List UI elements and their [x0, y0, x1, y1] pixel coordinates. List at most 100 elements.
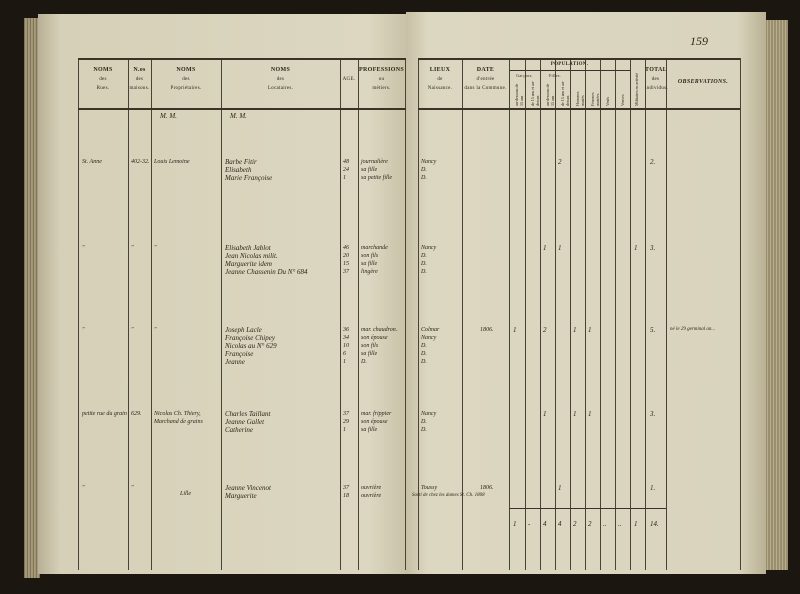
tenant-birthplace: D. [421, 269, 427, 275]
total-count: 3. [650, 244, 656, 252]
tenant-name: Jeanne Vincenot [225, 484, 271, 492]
population-count: 1 [588, 410, 592, 418]
tenant-profession: sa fille [361, 351, 378, 357]
population-total: 4 [543, 520, 547, 528]
subcolumn-header: au-dessous de 15 ans [514, 83, 524, 106]
tenant-profession: mar. chaudron. [361, 327, 398, 333]
tenant-name: Elisabeth [225, 166, 252, 174]
street-name: " [82, 485, 85, 491]
column-rule [666, 58, 667, 570]
column-header-total: TOTAL des individus. [645, 66, 668, 93]
header-bot: Rues. [96, 86, 110, 91]
header-mid: des [182, 77, 190, 82]
column-rule [221, 58, 222, 570]
header-mid: de [437, 77, 443, 82]
header-top: NOMS [176, 67, 196, 73]
column-rule [128, 58, 129, 570]
tenant-birthplace: Nancy [421, 411, 437, 417]
population-total: .. [618, 520, 622, 528]
page-edges-right [766, 20, 788, 570]
population-count: 1 [573, 410, 577, 418]
total-count: 3. [650, 410, 656, 418]
header-top: PROFESSIONS [359, 67, 404, 73]
page-edges-left [24, 18, 40, 578]
header-bot: métiers. [372, 86, 391, 91]
tenant-age: 1 [343, 175, 346, 181]
house-number: 629. [131, 411, 142, 417]
tenant-profession: sa fille [361, 167, 378, 173]
owner-name: Lille [180, 491, 192, 497]
column-rule [78, 58, 79, 570]
totals-rule [509, 508, 666, 509]
column-rule [540, 58, 541, 570]
tenant-age: 46 [343, 245, 349, 251]
tenant-age: 1 [343, 427, 346, 433]
tenant-name: Elisabeth Jablot [225, 244, 271, 252]
observation: né le 29 germinal an... [670, 327, 716, 332]
street-name: " [82, 245, 85, 251]
population-total: 2 [588, 520, 592, 528]
column-rule [570, 58, 571, 570]
tenant-profession: lingère [361, 269, 378, 275]
total-count: 5. [650, 326, 656, 334]
column-header: NOMS des Locataires. [221, 66, 340, 93]
column-header-date: DATE d'entrée dans la Commune. [462, 66, 509, 93]
tenant-name: Marguerite [225, 492, 257, 500]
tenant-name: Joseph Lacle [225, 326, 262, 334]
house-number: " [131, 245, 134, 251]
subcolumn-header: Veuves [620, 94, 625, 106]
house-number: 402-32. [131, 159, 150, 165]
population-count: 1 [543, 410, 547, 418]
left-page [38, 14, 406, 574]
population-count: 1 [558, 244, 562, 252]
column-rule [740, 58, 741, 570]
population-count: 1 [588, 326, 592, 334]
total-count: 2. [650, 158, 656, 166]
column-rule [615, 58, 616, 570]
column-rule [340, 58, 341, 570]
header-mid: ou [378, 77, 385, 82]
column-rule [585, 58, 586, 570]
tenant-birthplace: Nancy [421, 335, 437, 341]
header-bot: Propriétaires. [170, 86, 202, 91]
header-top: TOTAL [645, 67, 667, 73]
house-number: " [131, 485, 134, 491]
population-count: 1 [573, 326, 577, 334]
tenant-name: Jean Nicolas milit. [225, 252, 278, 260]
street-name: petite rue du grain [82, 411, 127, 417]
column-rule [358, 58, 359, 570]
tenant-age: 6 [343, 351, 346, 357]
population-total: 4 [558, 520, 562, 528]
population-total: .. [603, 520, 607, 528]
tenant-birthplace: D. [421, 175, 427, 181]
tenant-birthplace: D. [421, 253, 427, 259]
population-count: 2 [558, 158, 562, 166]
population-count: 1 [513, 326, 517, 334]
tenant-name: Catherine [225, 426, 253, 434]
header-bot: dans la Commune. [464, 86, 507, 91]
subcolumn-header: Hommes mariés [575, 91, 585, 106]
tenant-profession: marchande [361, 245, 388, 251]
tenant-birthplace: Sorti de chez les dames St. Ch. 1808 [412, 493, 485, 498]
tenant-profession: ouvrière [361, 485, 382, 491]
tenant-profession: son fils [361, 343, 379, 349]
population-rule [509, 70, 630, 71]
tenant-age: 29 [343, 419, 349, 425]
column-rule [645, 58, 646, 570]
column-header: NOMS des Rues. [78, 66, 128, 93]
owner-name: Nicolas Ch. Thiery, Marchand de grains [154, 411, 203, 425]
column-rule [509, 58, 510, 570]
header-mid: des [99, 77, 107, 82]
date-entry: 1806. [480, 327, 494, 333]
header-top: DATE [476, 67, 495, 73]
tenant-name: Jeanne Chassenin Du N° 684 [225, 268, 308, 276]
column-rule [630, 58, 631, 570]
proprietaires-mm: M. M. [160, 112, 177, 120]
header-bot [340, 84, 358, 93]
tenant-age: 37 [343, 269, 349, 275]
tenant-name: Marie Françoise [225, 174, 273, 182]
locataires-mm: M. M. [230, 112, 247, 120]
tenant-birthplace: D. [421, 359, 427, 365]
subcolumn-header: Femmes mariées [590, 92, 600, 106]
tenant-age: 24 [343, 167, 349, 173]
